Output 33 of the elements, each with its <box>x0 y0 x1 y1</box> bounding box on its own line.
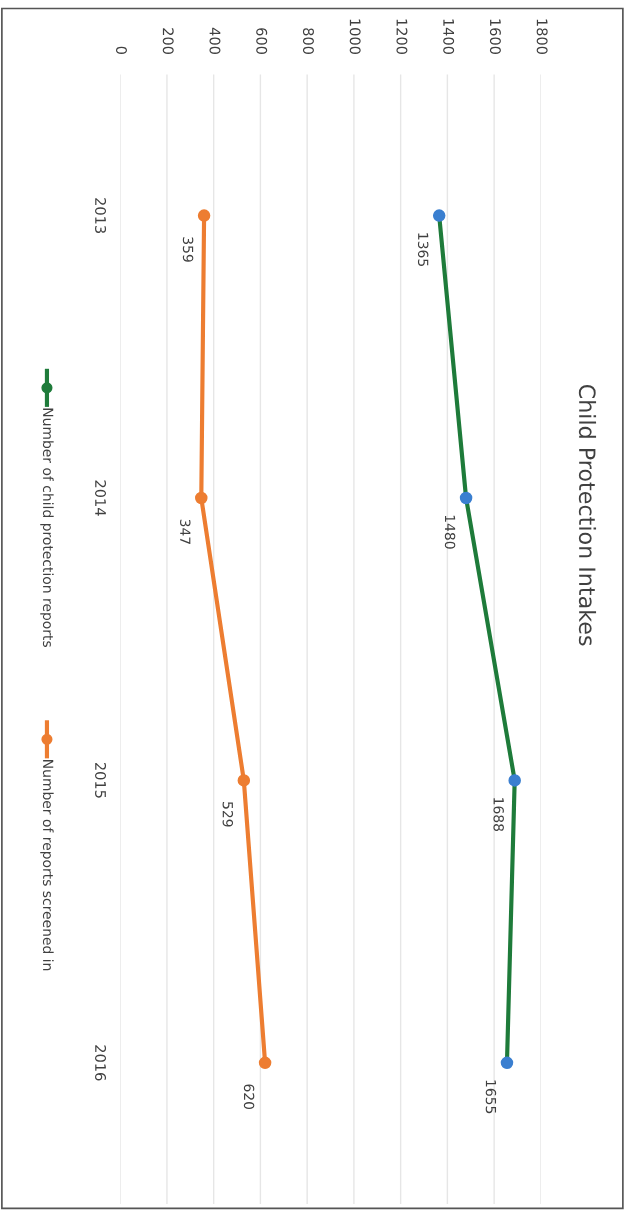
text: Child Protection Intakes <box>578 384 597 646</box>
point <box>237 774 251 787</box>
point <box>500 1056 514 1070</box>
point <box>197 209 211 222</box>
point <box>195 491 208 505</box>
y-tick-label: 2014 <box>95 480 107 516</box>
point <box>258 1056 272 1070</box>
data-label: 347 <box>180 519 191 544</box>
x-tick-label: 1200 <box>396 19 408 54</box>
data-label: 529 <box>222 802 234 827</box>
y-tick-label: 2013 <box>95 198 107 233</box>
x-tick-label: 1400 <box>443 19 455 54</box>
x-tick-label: 600 <box>256 28 268 54</box>
x-tick-label: 1000 <box>349 19 361 54</box>
data-label: 620 <box>243 1084 255 1110</box>
x-tick-label: 1600 <box>489 19 501 54</box>
data-label: 359 <box>182 237 194 262</box>
x-tick-label: 400 <box>209 27 221 54</box>
point <box>432 209 446 222</box>
y-tick-label: 2016 <box>95 1045 107 1081</box>
legend-label: Number of reports screened in <box>40 760 54 971</box>
legend-label: Number of child protection reports <box>40 408 54 647</box>
data-label: 1688 <box>493 798 504 832</box>
x-tick-label: 1800 <box>536 19 548 54</box>
point <box>459 491 473 505</box>
x-tick-label: 0 <box>115 46 127 54</box>
data-label: 1655 <box>485 1080 497 1114</box>
x-tick-label: 200 <box>162 28 174 54</box>
x-tick-label: 800 <box>302 28 314 54</box>
y-tick-label: 2015 <box>95 762 107 798</box>
data-label: 1480 <box>444 515 456 549</box>
data-label: 1365 <box>417 233 429 266</box>
point <box>508 774 521 787</box>
